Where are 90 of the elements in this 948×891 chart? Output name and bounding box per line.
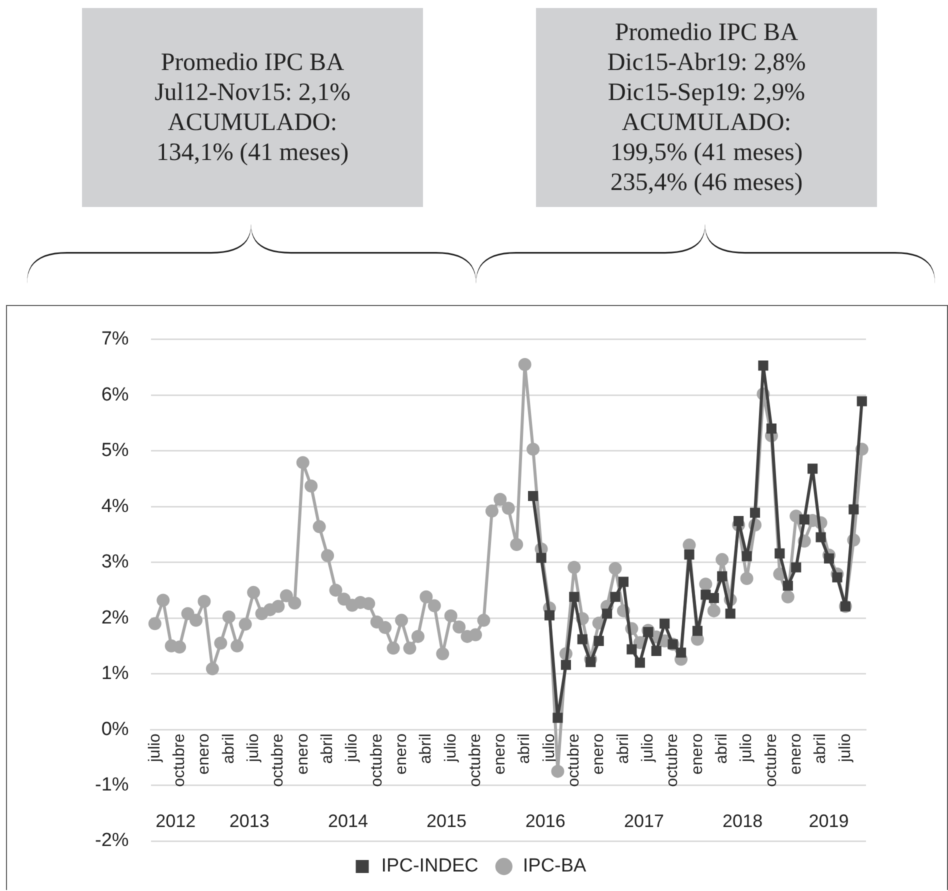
x-tick-label: enero — [788, 733, 805, 774]
x-tick-label: abril — [714, 734, 731, 764]
point — [742, 551, 752, 562]
x2-tick-label: 2019 — [808, 810, 849, 831]
point — [560, 660, 571, 670]
point — [734, 516, 744, 526]
point — [816, 532, 826, 542]
point — [766, 424, 776, 434]
point — [626, 644, 637, 654]
point — [856, 396, 867, 406]
point — [586, 657, 596, 668]
point — [708, 592, 719, 604]
point — [544, 610, 555, 620]
x-tick-label: abril — [614, 734, 632, 764]
point — [725, 608, 736, 619]
point — [717, 571, 728, 582]
x-tick-label: julio — [146, 733, 164, 763]
x-tick-label: abril — [318, 734, 336, 764]
point — [643, 626, 654, 638]
x2-tick-label: 2014 — [328, 810, 368, 831]
point — [848, 504, 859, 514]
point — [684, 549, 694, 560]
point — [660, 618, 670, 629]
legend-label: IPC-BA — [522, 856, 587, 877]
x2-tick-label: 2015 — [426, 810, 467, 831]
legend-label: IPC-INDEC — [381, 856, 478, 877]
point — [799, 514, 810, 524]
y-tick-label: 1% — [101, 663, 129, 684]
point — [758, 360, 768, 371]
x-tick-label: enero — [392, 733, 410, 774]
x-tick-label: abril — [418, 734, 435, 764]
x2-tick-label: 2012 — [156, 810, 196, 831]
point — [774, 548, 785, 558]
point — [791, 562, 802, 572]
point — [577, 634, 588, 644]
y-tick-label: 3% — [101, 552, 129, 573]
point — [610, 592, 620, 602]
text: Promedio IPC BA Jul12-Nov15: 2,1% ACUMULADO: 134,1% (41 meses) — [82, 8, 423, 207]
x-tick-label: abril — [220, 734, 238, 764]
x-tick-label: enero — [492, 733, 509, 774]
x-tick-label: julio — [738, 733, 756, 763]
point — [676, 648, 686, 658]
x2-tick-label: 2016 — [525, 810, 566, 831]
point — [750, 508, 760, 518]
point — [808, 464, 818, 474]
x-tick-label: octubre — [466, 733, 484, 787]
x-tick-label: julio — [442, 733, 460, 763]
point — [552, 712, 563, 723]
y-tick-label: -2% — [94, 830, 129, 852]
point — [536, 552, 546, 563]
x-tick-label: enero — [688, 733, 706, 774]
x-tick-label: octubre — [762, 733, 780, 787]
x2-tick-label: 2018 — [722, 810, 763, 831]
x-tick-label: abril — [516, 734, 534, 764]
x-tick-label: julio — [344, 733, 361, 763]
point — [700, 590, 711, 600]
x-tick-label: enero — [196, 733, 213, 774]
x-tick-label: octubre — [664, 733, 682, 787]
point — [618, 576, 629, 587]
point — [634, 658, 645, 668]
x-tick-label: octubre — [270, 733, 287, 787]
point — [602, 608, 612, 619]
point — [651, 646, 662, 656]
y-tick-label: 2% — [101, 607, 129, 628]
x-tick-label: octubre — [566, 733, 583, 787]
x-tick-label: julio — [640, 733, 657, 763]
x-tick-label: enero — [294, 733, 312, 774]
x2-tick-label: 2013 — [229, 810, 270, 831]
y-tick-label: 6% — [101, 384, 129, 406]
point — [569, 592, 580, 602]
y-tick-label: 4% — [101, 496, 129, 517]
point — [528, 490, 538, 502]
x-tick-label: julio — [244, 733, 262, 763]
point — [782, 580, 793, 591]
x-tick-label: julio — [540, 733, 558, 763]
x-tick-label: octubre — [368, 733, 386, 787]
x-tick-label: julio — [836, 733, 854, 763]
text: Promedio IPC BA Dic15-Abr19: 2,8% Dic15-Sep19: 2,9% ACUMULADO: 199,5% (41 meses) 235,4% (46 meses) — [536, 8, 877, 207]
point — [692, 626, 703, 636]
point — [824, 553, 834, 564]
x-tick-label: octubre — [170, 733, 188, 787]
point — [594, 636, 604, 646]
x-tick-label: abril — [812, 734, 830, 764]
point — [832, 572, 842, 582]
x-tick-label: enero — [590, 733, 608, 774]
y-tick-label: 7% — [101, 328, 129, 350]
y-tick-label: 5% — [101, 440, 129, 462]
y-tick-label: 0% — [101, 718, 129, 740]
x2-tick-label: 2017 — [624, 810, 664, 831]
y-tick-label: -1% — [94, 774, 129, 796]
